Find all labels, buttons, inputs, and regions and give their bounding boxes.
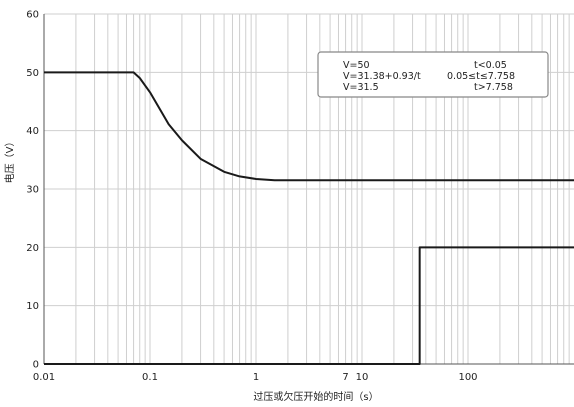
y-tick-label: 20: [26, 243, 39, 254]
y-tick-label: 60: [26, 10, 39, 21]
x-tick-label: 10: [356, 372, 369, 383]
y-tick-label: 10: [26, 301, 39, 312]
series-line-2: [44, 246, 574, 365]
y-axis-label: 电压（V）: [3, 137, 16, 184]
legend-condition-1: t<0.05: [474, 60, 507, 71]
series-line-1: [44, 71, 574, 182]
legend-formula-3: V=31.5: [343, 82, 379, 93]
x-tick-label: 0.1: [142, 372, 158, 383]
tick-layer: 0 10 20 30 40 50 60 0.01 0.1 1 7 10 100: [26, 10, 477, 384]
y-tick-label: 0: [33, 360, 39, 371]
legend-condition-3: t>7.758: [474, 82, 513, 93]
legend-formula-1: V=50: [343, 60, 370, 71]
legend-condition-2: 0.05≤t≤7.758: [447, 71, 515, 82]
x-axis-label: 过压或欠压开始的时间（s）: [253, 390, 378, 403]
legend-frame: [317, 51, 549, 98]
y-tick-label: 50: [26, 68, 39, 79]
y-tick-label: 40: [26, 126, 39, 137]
x-tick-label: 7: [342, 372, 348, 383]
x-tick-label: 0.01: [33, 372, 55, 383]
legend-formula-2: V=31.38+0.93/t: [343, 71, 421, 82]
x-tick-label: 100: [458, 372, 477, 383]
legend-box: V=50 t<0.05 V=31.38+0.93/t 0.05≤t≤7.758 …: [317, 51, 549, 98]
x-tick-label: 1: [253, 372, 259, 383]
series-layer: [44, 71, 574, 365]
y-tick-label: 30: [26, 185, 39, 196]
